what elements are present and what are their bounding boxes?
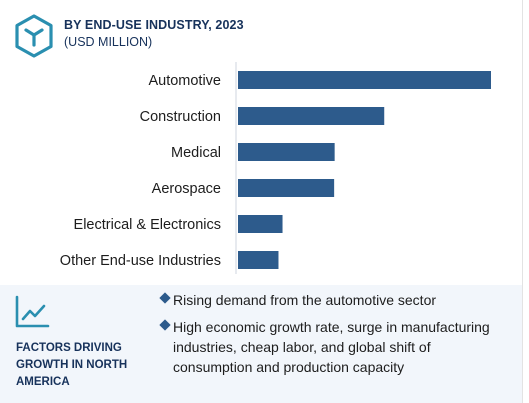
factors-heading: FACTORS DRIVING GROWTH IN NORTH AMERICA <box>16 342 128 388</box>
bar <box>238 179 335 197</box>
factor-item: High economic growth rate, surge in manu… <box>159 317 509 377</box>
factors-section: FACTORS DRIVING GROWTH IN NORTH AMERICA … <box>0 285 522 403</box>
bar <box>238 107 385 125</box>
category-label: Construction <box>140 109 221 125</box>
chart-title: BY END-USE INDUSTRY, 2023 <box>64 18 244 32</box>
hexagon-cube-logo-icon <box>15 14 53 58</box>
trend-line-icon <box>15 295 50 328</box>
category-label: Aerospace <box>152 181 221 197</box>
bar <box>238 71 491 89</box>
category-label: Medical <box>171 145 221 161</box>
category-label: Other End-use Industries <box>60 253 221 269</box>
factor-text: Rising demand from the automotive sector <box>173 292 437 308</box>
bar <box>238 143 335 161</box>
category-label: Automotive <box>148 73 221 89</box>
bar <box>238 251 279 269</box>
factor-text: High economic growth rate, surge in manu… <box>173 319 490 375</box>
bar <box>238 215 283 233</box>
chart-subtitle: (USD MILLION) <box>64 35 153 49</box>
chart-header: BY END-USE INDUSTRY, 2023 (USD MILLION) <box>14 14 504 58</box>
category-label: Electrical & Electronics <box>74 217 221 233</box>
bar-chart: Automotive Construction Medical Aerospace El… <box>60 62 491 274</box>
factor-item: Rising demand from the automotive sector <box>159 290 509 310</box>
